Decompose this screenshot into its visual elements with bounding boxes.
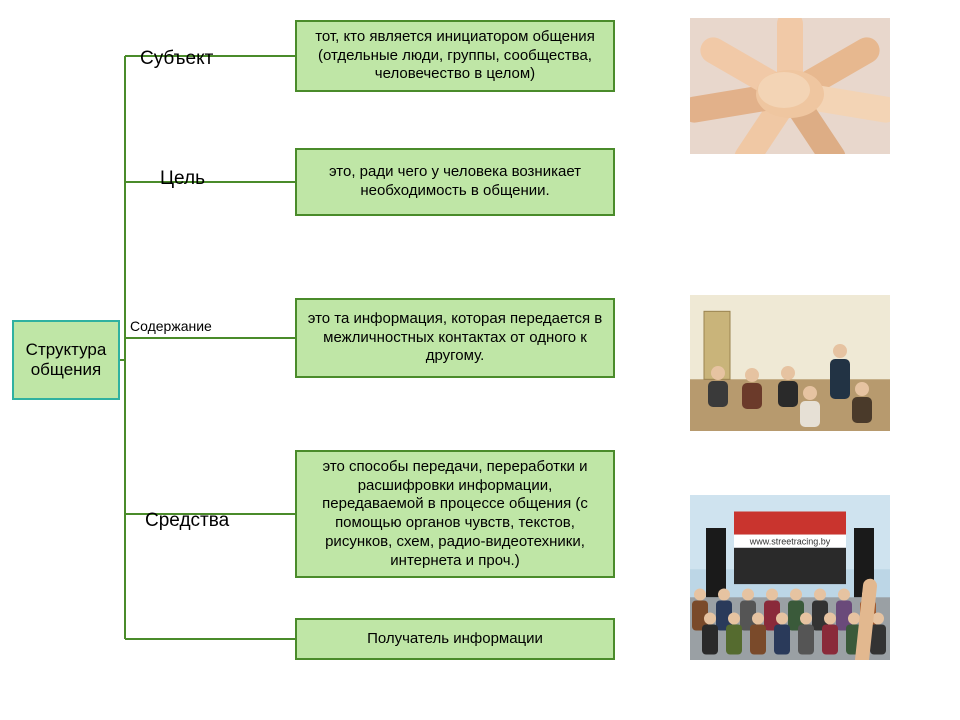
branch-label: Субъект bbox=[140, 48, 213, 70]
root-line2: общения bbox=[26, 360, 107, 380]
branch-desc-box: это способы передачи, переработки и расш… bbox=[295, 450, 615, 578]
meeting-photo bbox=[690, 295, 890, 431]
branch-desc-box: это та информация, которая передается в … bbox=[295, 298, 615, 378]
branch-label: Средства bbox=[145, 510, 229, 532]
hands-photo bbox=[690, 18, 890, 154]
branch-desc-box: Получатель информации bbox=[295, 618, 615, 660]
branch-desc-box: тот, кто является инициатором общения (о… bbox=[295, 20, 615, 92]
root-node: Структура общения bbox=[12, 320, 120, 400]
crowd-photo: www.streetracing.by bbox=[690, 495, 890, 660]
branch-label: Содержание bbox=[130, 318, 212, 334]
svg-text:www.streetracing.by: www.streetracing.by bbox=[749, 537, 831, 547]
branch-label: Цель bbox=[160, 168, 205, 190]
branch-desc-box: это, ради чего у человека возникает необ… bbox=[295, 148, 615, 216]
root-line1: Структура bbox=[26, 340, 107, 360]
